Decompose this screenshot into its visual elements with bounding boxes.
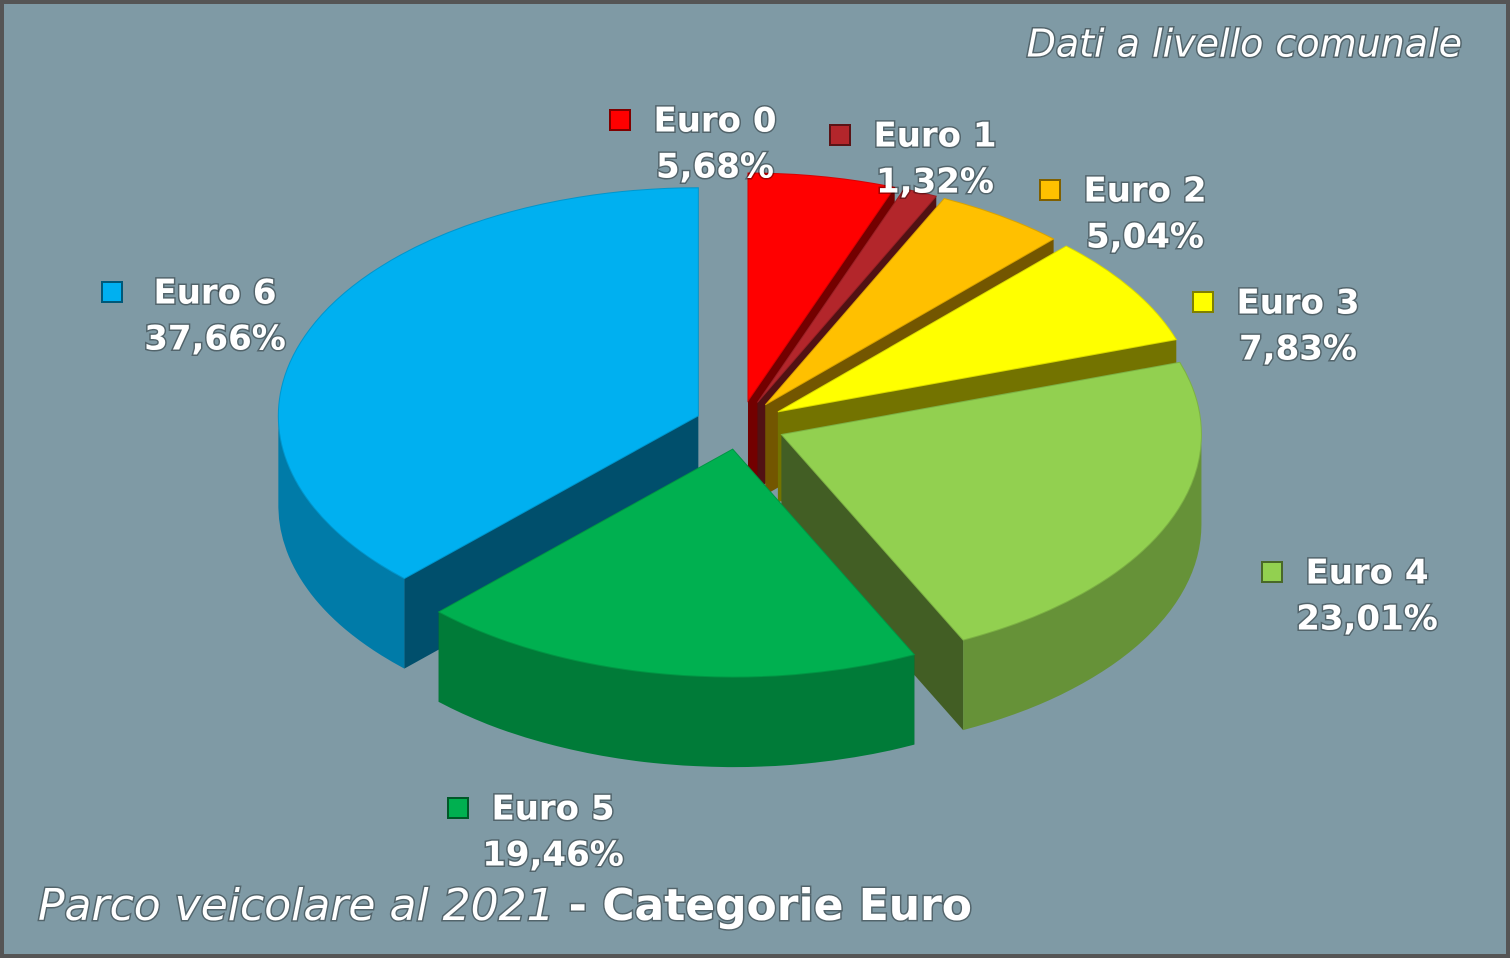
value-label: 23,01% <box>1296 599 1438 639</box>
value-label: 5,04% <box>1086 217 1204 257</box>
slice <box>780 361 1202 731</box>
legend-swatch <box>609 109 631 131</box>
slice-label: Euro 3 <box>1236 283 1359 323</box>
slice-label: Euro 0 <box>653 101 776 141</box>
slice-top <box>277 187 699 580</box>
slice-side <box>963 434 1202 731</box>
slice-label: Euro 5 <box>491 789 614 829</box>
title-part: Parco veicolare al 2021 <box>38 880 555 931</box>
legend-swatch <box>447 797 469 819</box>
value-label: 7,83% <box>1239 329 1357 369</box>
slice-label: Euro 6 <box>153 273 276 313</box>
legend-swatch <box>1261 561 1283 583</box>
legend-swatch <box>1039 179 1061 201</box>
slice <box>437 448 916 768</box>
slice-label: Euro 1 <box>873 116 996 156</box>
slice-label: Euro 2 <box>1083 171 1206 211</box>
value-label: 19,46% <box>482 835 624 875</box>
legend-swatch <box>101 281 123 303</box>
slice-side <box>278 415 405 669</box>
slice-top <box>747 172 896 403</box>
value-label: 37,66% <box>144 319 286 359</box>
title-part: - Categorie Euro <box>569 880 972 931</box>
value-label: 1,32% <box>876 162 994 202</box>
slice-top <box>757 188 938 403</box>
legend-swatch <box>1192 291 1214 313</box>
slice-label: Euro 4 <box>1305 553 1428 593</box>
slice-top <box>437 448 916 678</box>
slice-top <box>777 245 1178 413</box>
value-label: 5,68% <box>656 147 774 187</box>
slice-side <box>781 434 964 731</box>
slice-top <box>764 197 1055 406</box>
legend-swatch <box>829 124 851 146</box>
slice-side <box>438 611 915 768</box>
annotation: Dati a livello comunale <box>1027 22 1462 66</box>
slice-top <box>780 361 1202 641</box>
chart-title: Parco veicolare al 2021 - Categorie Euro <box>38 880 972 931</box>
